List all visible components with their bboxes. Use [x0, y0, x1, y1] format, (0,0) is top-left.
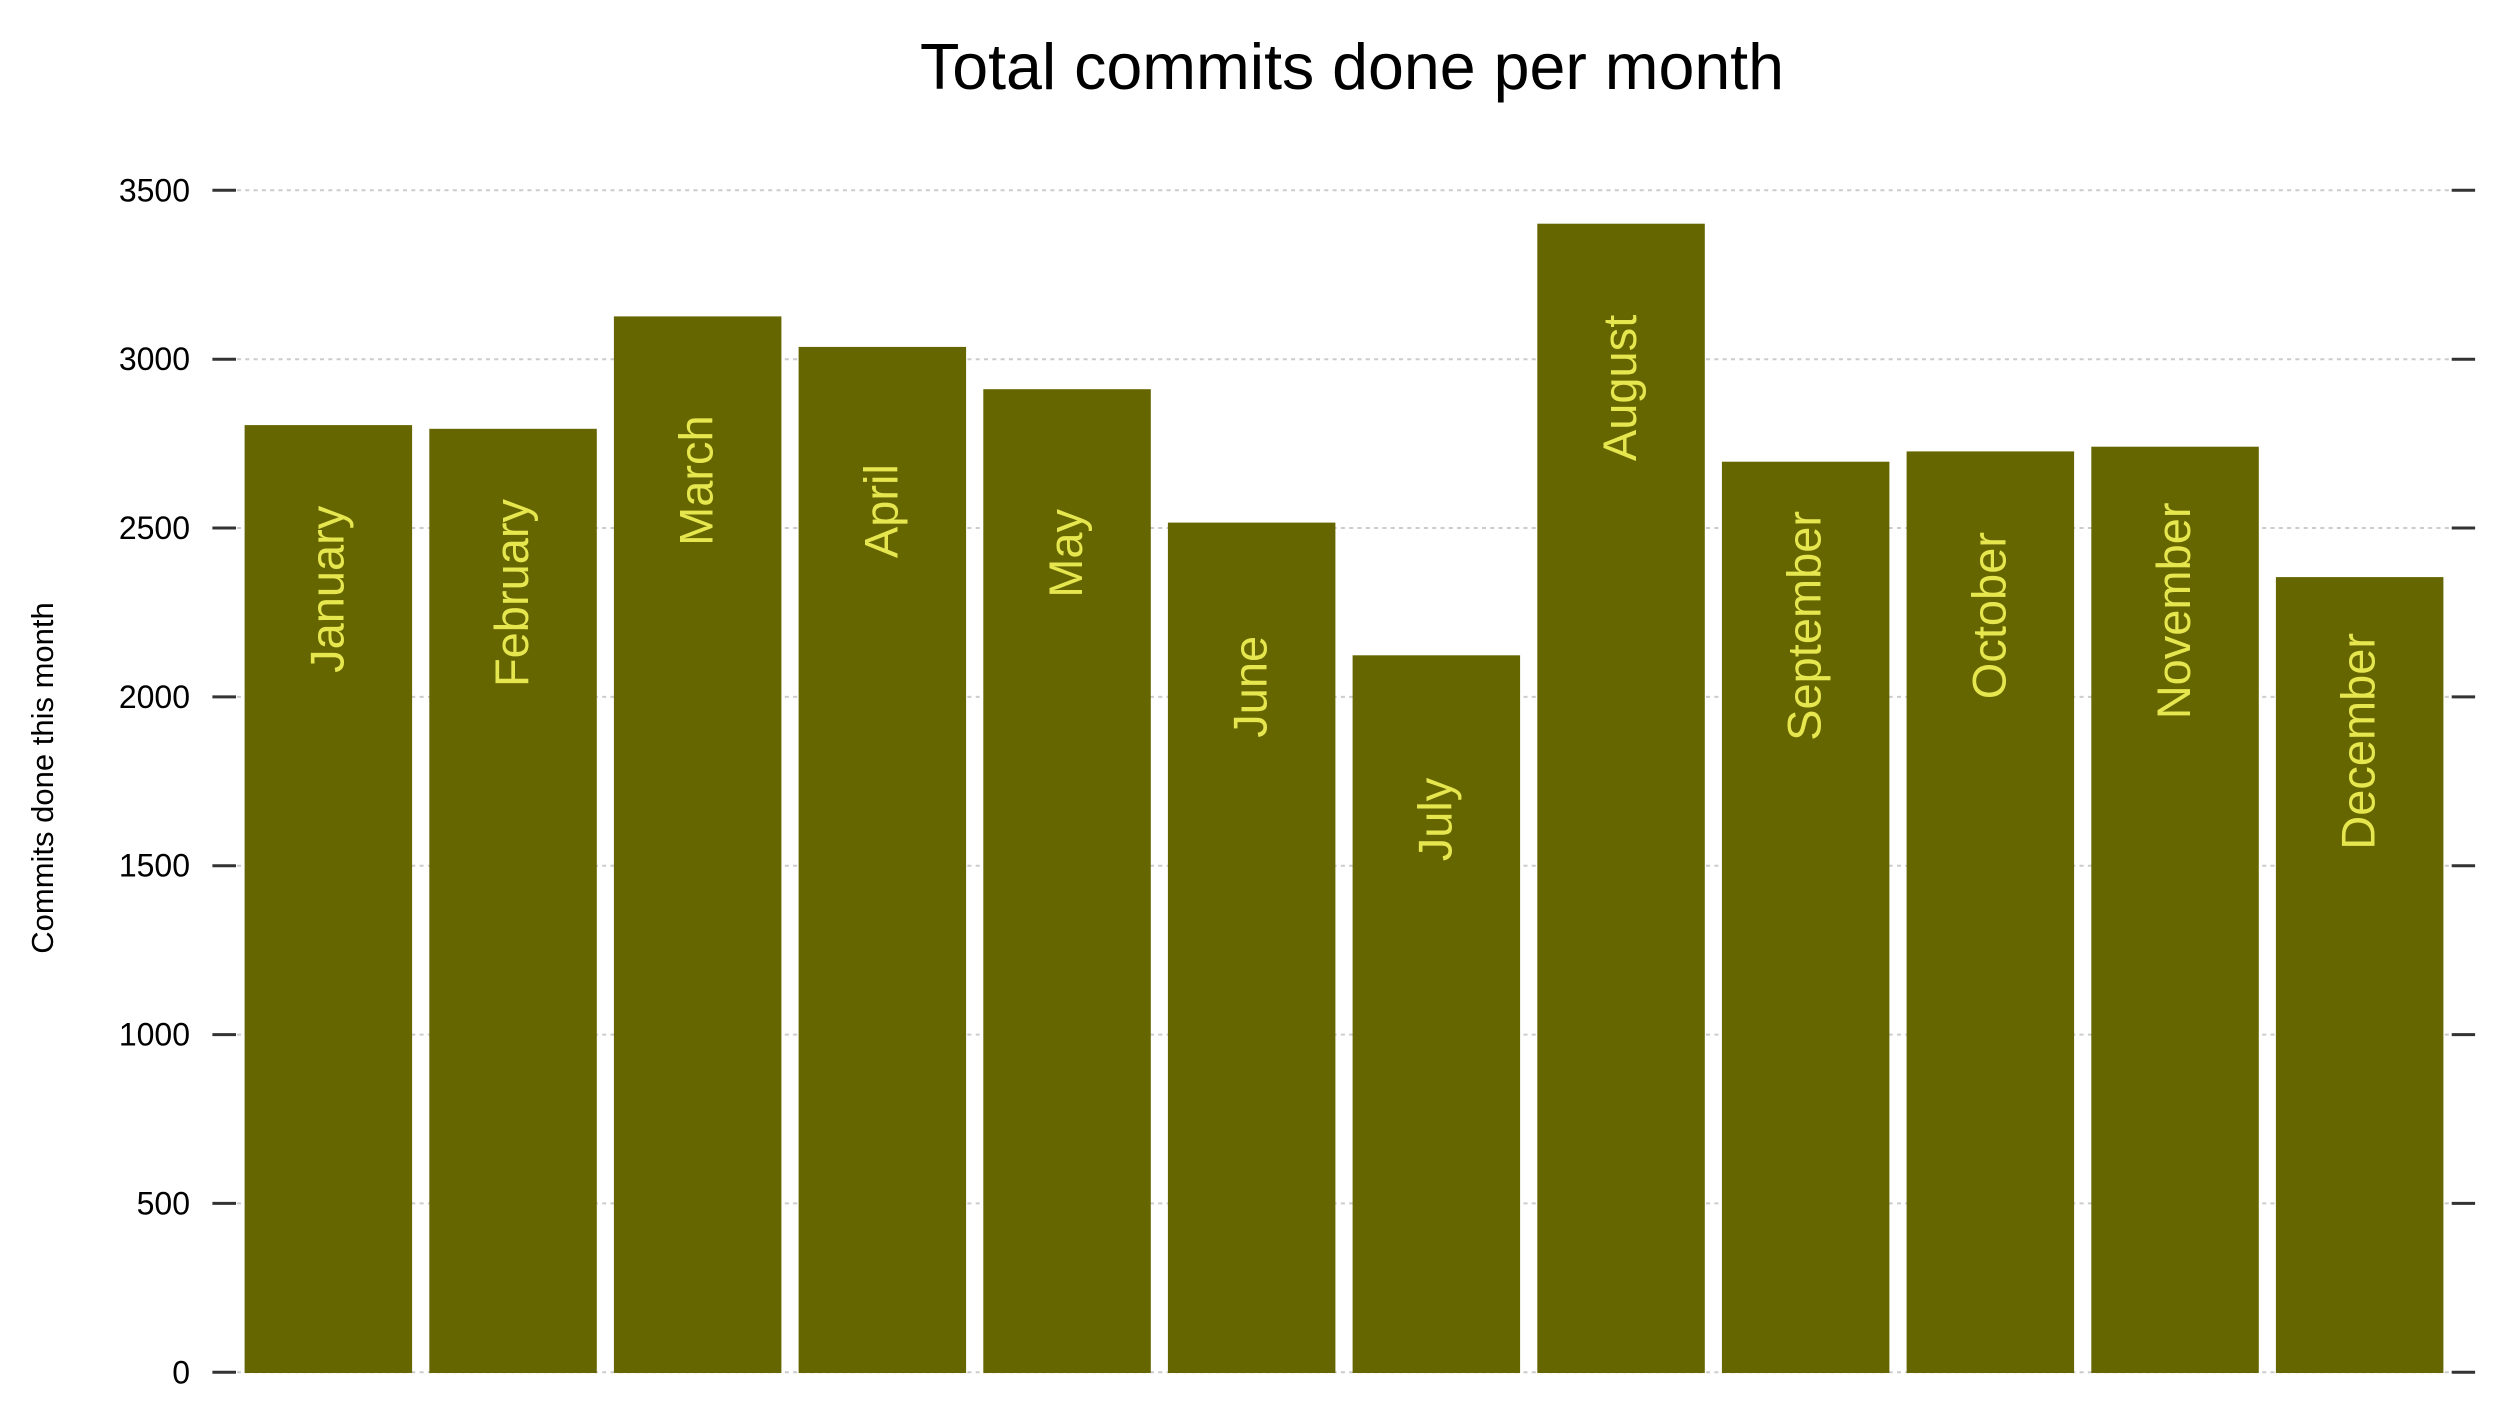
svg-text:December: December [2332, 633, 2385, 850]
svg-text:June: June [1224, 636, 1277, 738]
svg-text:March: March [670, 415, 723, 546]
svg-text:August: August [1593, 315, 1646, 461]
svg-text:1500: 1500 [119, 848, 190, 884]
svg-text:0: 0 [172, 1354, 190, 1390]
svg-text:500: 500 [137, 1185, 190, 1221]
svg-text:2000: 2000 [119, 679, 190, 715]
svg-text:May: May [1039, 509, 1092, 598]
svg-text:July: July [1408, 777, 1461, 861]
svg-text:Total commits done per month: Total commits done per month [920, 31, 1784, 103]
svg-text:3500: 3500 [119, 172, 190, 208]
svg-text:November: November [2147, 502, 2200, 719]
svg-text:January: January [300, 505, 353, 673]
svg-text:February: February [485, 498, 538, 687]
svg-text:2500: 2500 [119, 510, 190, 546]
svg-text:September: September [1778, 511, 1831, 741]
svg-text:1000: 1000 [119, 1017, 190, 1053]
svg-text:October: October [1962, 532, 2015, 699]
svg-text:April: April [854, 464, 907, 558]
svg-text:Commits done this month: Commits done this month [25, 602, 60, 953]
svg-text:3000: 3000 [119, 341, 190, 377]
